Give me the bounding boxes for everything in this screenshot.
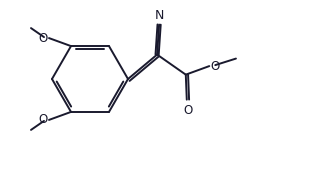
Text: O: O bbox=[39, 32, 48, 45]
Text: O: O bbox=[183, 104, 192, 117]
Text: N: N bbox=[155, 9, 164, 22]
Text: O: O bbox=[210, 60, 219, 73]
Text: O: O bbox=[39, 113, 48, 126]
